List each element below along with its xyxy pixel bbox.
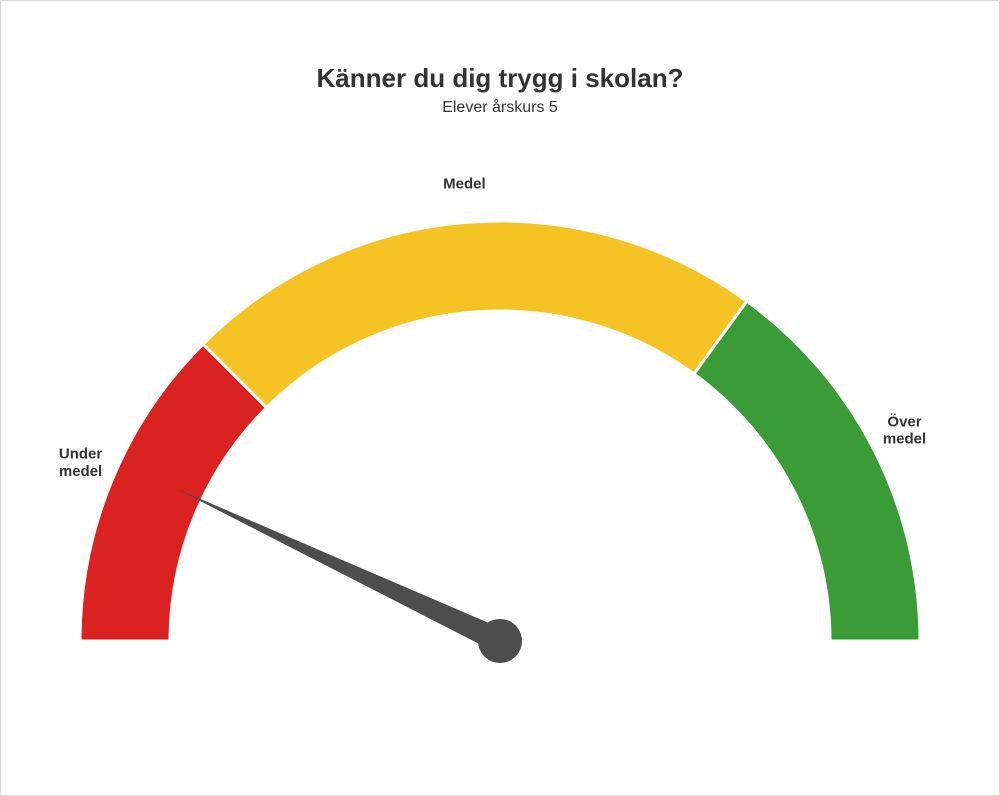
gauge-segment-label-0: Undermedel — [59, 446, 103, 480]
gauge-segment-label-2: Övermedel — [883, 413, 926, 447]
gauge-needle-hub — [478, 619, 522, 663]
gauge-segment-0 — [80, 344, 267, 641]
gauge-container: Undermedel Medel Övermedel — [1, 151, 999, 701]
gauge-segment-2 — [694, 301, 920, 641]
chart-frame: Känner du dig trygg i skolan? Elever års… — [0, 0, 1000, 796]
chart-title: Känner du dig trygg i skolan? — [1, 63, 999, 94]
gauge-segment-1 — [203, 221, 747, 408]
gauge-segment-label-1: Medel — [443, 175, 486, 192]
gauge-chart: Undermedel Medel Övermedel — [10, 151, 990, 701]
gauge-needle — [174, 488, 505, 652]
chart-subtitle: Elever årskurs 5 — [1, 99, 999, 117]
